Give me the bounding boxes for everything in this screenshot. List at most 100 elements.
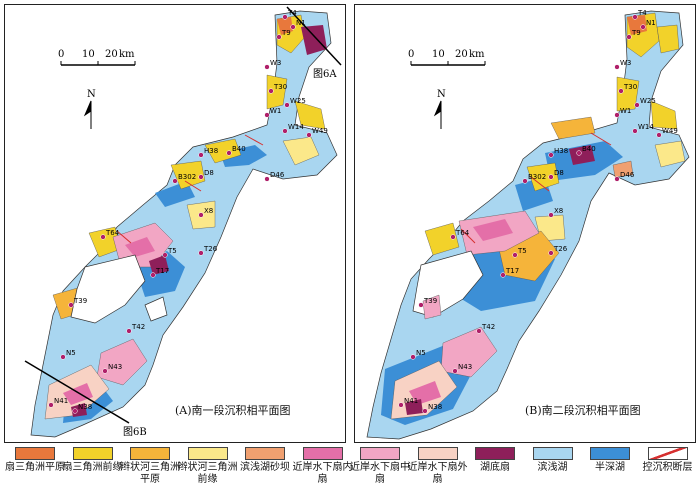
well-label: N5 xyxy=(66,349,76,357)
legend-label: 近岸水下扇中扇 xyxy=(350,462,410,485)
well-label: W1 xyxy=(270,107,281,115)
well-label: N5 xyxy=(416,349,426,357)
well-label: B40 xyxy=(582,145,596,153)
legend: 扇三角洲平原 扇三角洲前缘 辫状河三角洲平原 辫状河三角洲前缘 滨浅湖砂坝 近岸水下扇内扇… xyxy=(4,447,696,492)
well-marker xyxy=(548,152,554,158)
well-marker xyxy=(450,234,456,240)
profile-label-6a: 图6A xyxy=(313,68,337,80)
legend-swatch xyxy=(15,447,55,460)
legend-swatch xyxy=(417,447,458,460)
well-marker xyxy=(264,112,270,118)
legend-item: 湖底扇 xyxy=(464,447,526,474)
profile-line-6b xyxy=(24,360,130,424)
well-marker xyxy=(126,328,132,334)
well-marker xyxy=(452,368,458,374)
panel-caption-a: (A)南一段沉积相平面图 xyxy=(175,404,291,417)
scale-unit: km xyxy=(469,49,485,60)
well-marker xyxy=(150,272,156,278)
legend-item: 近岸水下扇中扇 xyxy=(349,447,411,486)
legend-label: 扇三角洲平原 xyxy=(5,462,65,473)
legend-label: 近岸水下扇内扇 xyxy=(292,462,353,485)
legend-label: 扇三角洲前缘 xyxy=(62,462,123,473)
well-label: T30 xyxy=(623,83,637,91)
well-marker xyxy=(614,64,620,70)
profile-line-6a xyxy=(286,6,342,66)
well-label: T5 xyxy=(517,247,527,255)
well-label: T42 xyxy=(131,323,145,331)
well-label: H38 xyxy=(204,147,218,155)
well-marker xyxy=(48,402,54,408)
well-label: X8 xyxy=(554,207,563,215)
legend-swatch xyxy=(647,447,688,460)
well-marker xyxy=(618,88,624,94)
well-marker xyxy=(172,178,178,184)
well-label: T64 xyxy=(455,229,470,237)
well-marker xyxy=(548,174,554,180)
legend-item: 辫状河三角洲平原 xyxy=(119,447,181,486)
well-marker xyxy=(198,152,204,158)
well-marker xyxy=(632,14,638,20)
well-label: N43 xyxy=(108,363,122,371)
legend-item: 滨浅湖 xyxy=(522,447,584,474)
well-marker xyxy=(614,112,620,118)
legend-item: 半深湖 xyxy=(579,447,641,474)
map-panel-a: 0 10 20 km N 图6A 图6B T4 N1 T9 W3 T30 W25 W1 W14… xyxy=(4,4,346,443)
profile-label-6b: 图6B xyxy=(123,426,147,438)
well-label: T64 xyxy=(105,229,120,237)
well-marker xyxy=(282,14,288,20)
well-label: W25 xyxy=(640,97,656,105)
well-label: W14 xyxy=(638,123,654,131)
well-label: T9 xyxy=(281,29,291,37)
well-marker xyxy=(418,302,424,308)
well-label: W3 xyxy=(620,59,631,67)
legend-item: 近岸水下扇内扇 xyxy=(292,447,354,486)
well-label: N1 xyxy=(296,19,306,27)
panel-caption-b: (B)南二段沉积相平面图 xyxy=(525,404,641,417)
legend-label: 滨浅湖砂坝 xyxy=(240,462,290,473)
legend-label: 半深湖 xyxy=(595,462,625,473)
well-label: N1 xyxy=(646,19,656,27)
well-label: B302 xyxy=(528,173,546,181)
scale-tick-10: 10 xyxy=(432,49,445,60)
legend-label: 辫状河三角洲平原 xyxy=(120,462,180,485)
well-label: T39 xyxy=(423,297,437,305)
well-marker xyxy=(290,24,296,30)
well-marker xyxy=(614,176,620,182)
well-label: T9 xyxy=(631,29,641,37)
well-marker xyxy=(198,250,204,256)
well-marker xyxy=(422,408,428,414)
well-marker xyxy=(512,252,518,258)
well-label: W49 xyxy=(312,127,328,135)
well-marker xyxy=(198,174,204,180)
well-label: W49 xyxy=(662,127,678,135)
well-label: D8 xyxy=(554,169,564,177)
well-marker xyxy=(100,234,106,240)
well-label: D46 xyxy=(620,171,635,179)
scale-tick-0: 0 xyxy=(58,49,64,60)
well-label: T4 xyxy=(637,9,647,17)
legend-label: 湖底扇 xyxy=(480,462,510,473)
well-label: T17 xyxy=(155,267,169,275)
well-label: D46 xyxy=(270,171,285,179)
legend-swatch xyxy=(245,447,285,460)
well-marker xyxy=(632,128,638,134)
legend-item: 辫状河三角洲前缘 xyxy=(177,447,239,486)
legend-label: 控沉积断层 xyxy=(642,462,693,473)
well-label: B302 xyxy=(178,173,196,181)
well-label: N38 xyxy=(428,403,442,411)
legend-label: 辫状河三角洲前缘 xyxy=(177,462,238,485)
legend-swatch xyxy=(532,447,573,460)
well-label: W1 xyxy=(620,107,631,115)
well-label: H38 xyxy=(554,147,568,155)
well-label: N38 xyxy=(78,403,92,411)
well-label: T39 xyxy=(73,297,87,305)
well-marker xyxy=(264,176,270,182)
legend-swatch xyxy=(187,447,228,460)
well-marker xyxy=(500,272,506,278)
well-marker xyxy=(72,408,78,414)
well-marker xyxy=(548,212,554,218)
